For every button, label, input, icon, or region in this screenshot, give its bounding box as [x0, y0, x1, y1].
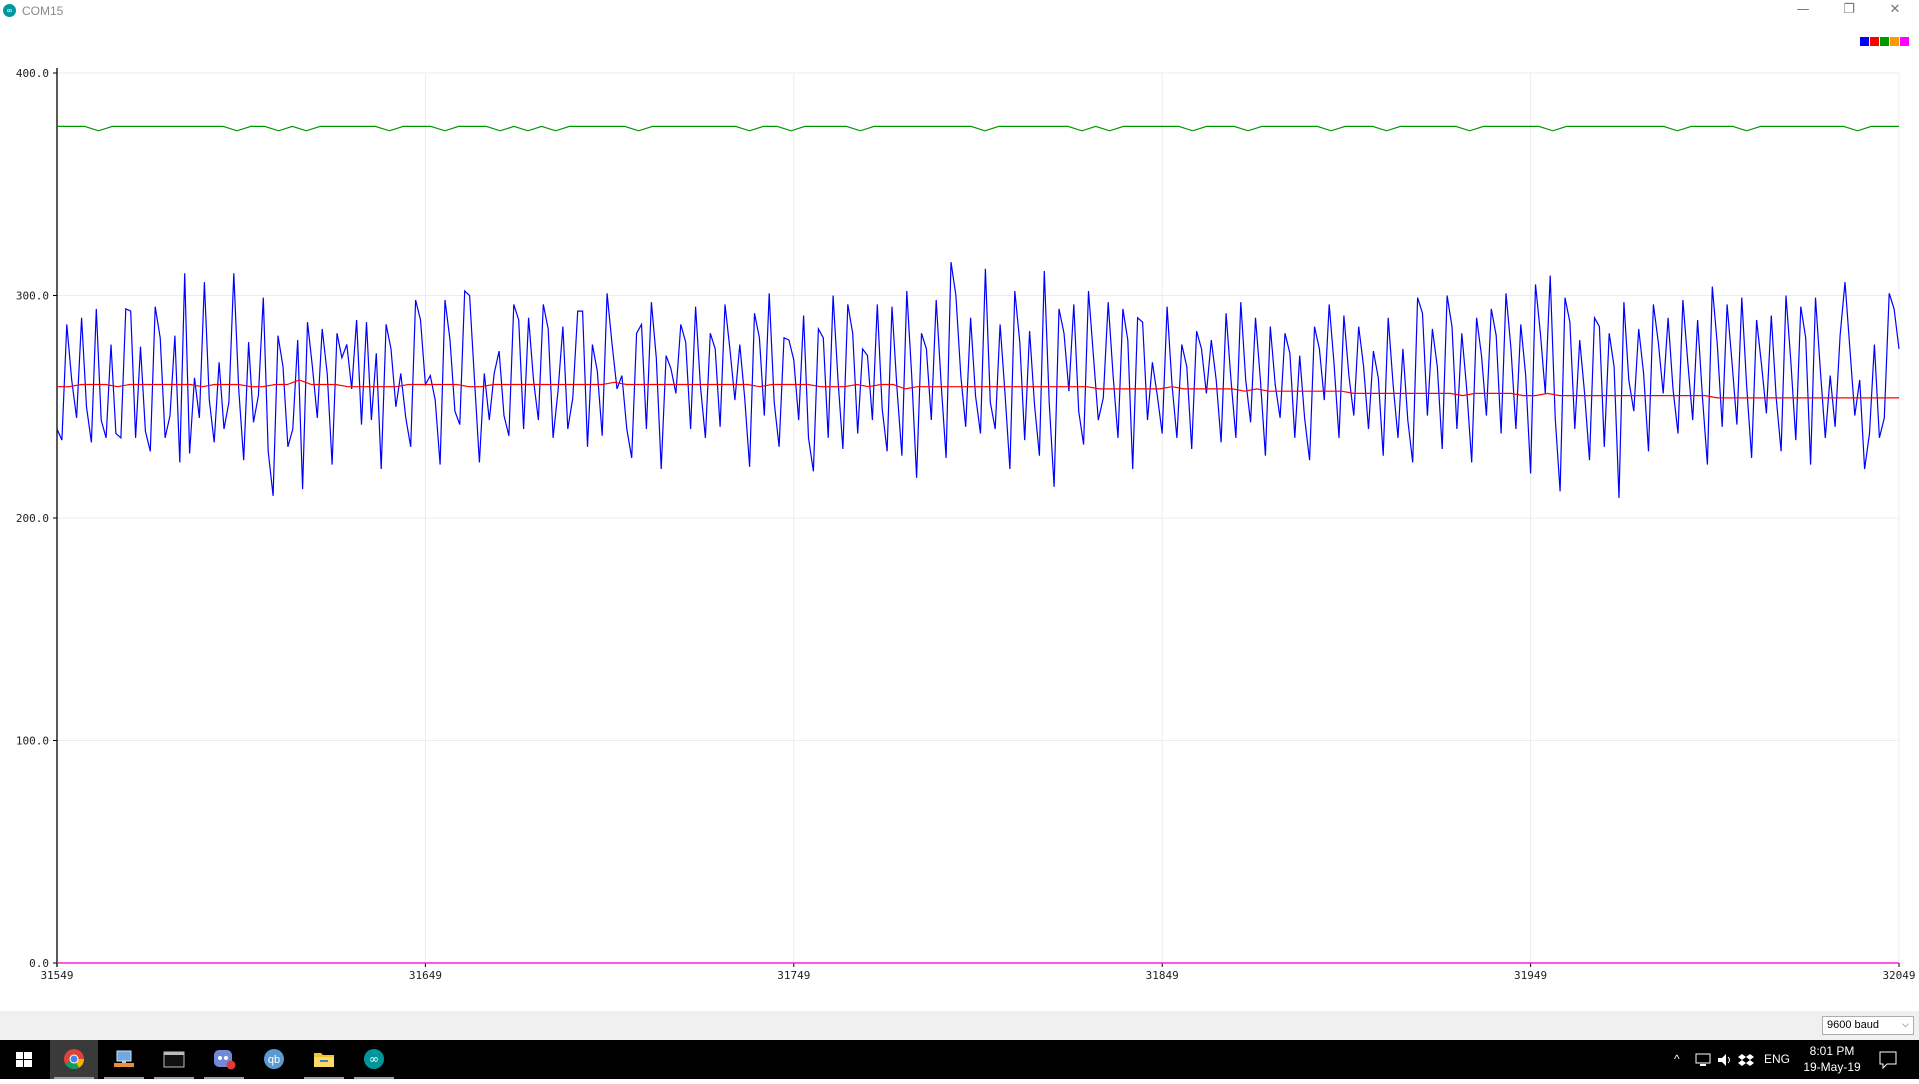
volume-icon[interactable] [1716, 1052, 1734, 1068]
discord-icon[interactable] [200, 1040, 248, 1079]
windows-logo-icon [16, 1052, 32, 1067]
series-line-0 [56, 262, 1900, 499]
action-center-icon[interactable] [1878, 1050, 1898, 1070]
x-tick-label: 31849 [1146, 969, 1179, 982]
y-tick-label: 0.0 [29, 957, 49, 970]
x-tick-label: 31949 [1514, 969, 1547, 982]
qbittorrent-icon[interactable]: qb [250, 1040, 298, 1079]
arduino-icon[interactable]: ∞ [350, 1040, 398, 1079]
network-app-icon[interactable] [100, 1040, 148, 1079]
close-button[interactable]: ✕ [1889, 2, 1901, 17]
arduino-logo-icon: ∞ [364, 1049, 384, 1069]
legend-color-swatch [1900, 37, 1909, 46]
y-tick-label: 400.0 [16, 67, 49, 80]
clock-date: 19-May-19 [1803, 1060, 1861, 1074]
x-tick-label: 31749 [777, 969, 810, 982]
y-tick-label: 100.0 [16, 735, 49, 748]
command-prompt-icon [163, 1051, 185, 1068]
y-tick-label: 300.0 [16, 290, 49, 303]
svg-text:∞: ∞ [369, 1052, 379, 1066]
start-icon[interactable] [0, 1040, 48, 1079]
plotter-statusbar: 9600 baud ⌵ [0, 1011, 1919, 1040]
tray-overflow-chevron-icon[interactable]: ^ [1674, 1052, 1680, 1066]
legend-color-swatch [1860, 37, 1869, 46]
windows-taskbar: qb ∞ ^ ENG 8:01 PM 19-May-19 [0, 1040, 1919, 1079]
legend-color-swatch [1870, 37, 1879, 46]
dropbox-icon[interactable] [1738, 1052, 1756, 1068]
y-tick-label: 200.0 [16, 512, 49, 525]
qbittorrent-logo-icon: qb [264, 1049, 284, 1069]
baud-rate-value: 9600 baud [1827, 1019, 1879, 1031]
x-tick-label: 31549 [40, 969, 73, 982]
folder-icon [314, 1053, 334, 1067]
network-computer-icon [114, 1050, 134, 1067]
window-title: COM15 [22, 4, 64, 18]
legend-color-swatch [1880, 37, 1889, 46]
baud-rate-select[interactable]: 9600 baud ⌵ [1822, 1016, 1914, 1035]
chrome-icon[interactable] [50, 1040, 98, 1079]
series-line-2 [57, 125, 1899, 132]
arduino-icon: ∞ [3, 4, 16, 17]
legend-color-swatch [1890, 37, 1899, 46]
x-tick-label: 31649 [409, 969, 442, 982]
plot-legend [1859, 33, 1909, 46]
series-line-1 [57, 379, 1899, 399]
window-titlebar: ∞ COM15 — ❐ ✕ [0, 0, 1919, 22]
network-icon[interactable] [1694, 1052, 1712, 1068]
file-explorer-icon[interactable] [300, 1040, 348, 1079]
x-tick-label: 32049 [1882, 969, 1915, 982]
language-indicator[interactable]: ENG [1764, 1052, 1791, 1066]
restore-button[interactable]: ❐ [1843, 2, 1855, 17]
clock-time: 8:01 PM [1809, 1044, 1855, 1058]
taskbar-clock[interactable]: 8:01 PM 19-May-19 [1797, 1043, 1867, 1075]
minimize-button[interactable]: — [1796, 2, 1810, 17]
discord-logo-icon [214, 1050, 236, 1070]
svg-text:qb: qb [268, 1054, 280, 1066]
terminal-icon[interactable] [150, 1040, 198, 1079]
chrome-logo-icon [64, 1049, 85, 1070]
chevron-down-icon: ⌵ [1902, 1020, 1909, 1030]
